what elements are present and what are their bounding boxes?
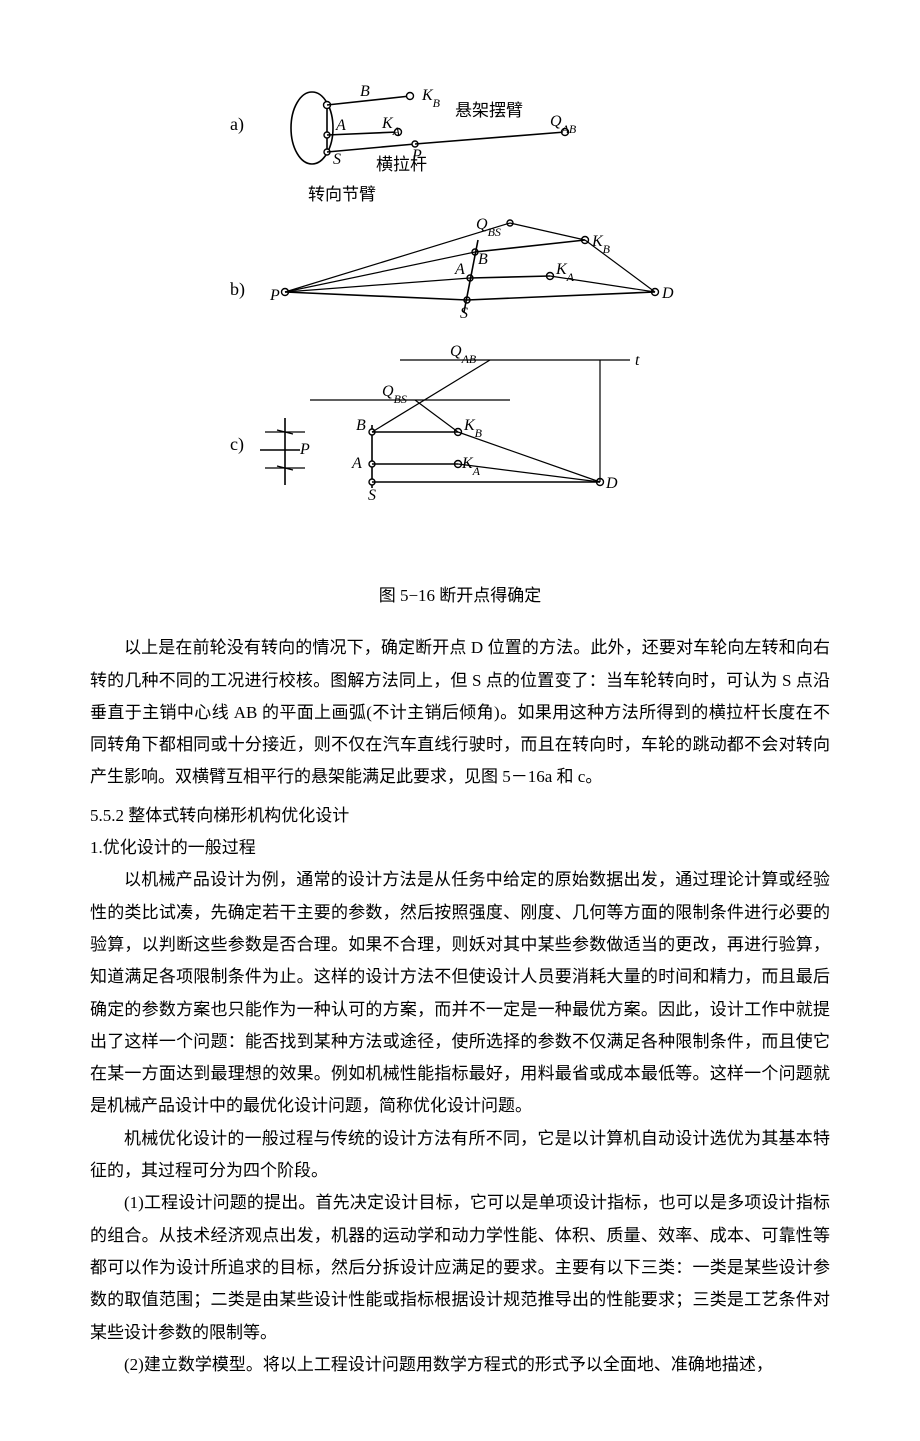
lbl-A-b: A <box>454 261 465 278</box>
ln-BKB-b <box>475 240 585 252</box>
lbl-QBS-c: QBS <box>382 383 407 406</box>
ln-PA-b <box>285 278 470 292</box>
lbl-knuckle: 转向节臂 <box>308 185 376 204</box>
heading-552: 5.5.2 整体式转向梯形机构优化设计 <box>90 800 830 832</box>
lbl-KA-a: KA <box>381 115 401 138</box>
lbl-B-c: B <box>356 417 366 434</box>
lbl-QAB-c: QAB <box>450 343 477 366</box>
figure-5-16: .ln { stroke:#000; stroke-width:1.6; fil… <box>90 60 830 612</box>
lbl-susp: 悬架摆臂 <box>455 101 523 120</box>
lbl-S-b: S <box>460 305 468 322</box>
lbl-KA-b: KA <box>555 261 575 284</box>
lbl-P-c: P <box>299 441 310 458</box>
lbl-KB-c: KB <box>463 417 483 440</box>
ln-PB-b <box>285 252 475 292</box>
label-b: b) <box>230 279 245 300</box>
lbl-S-c: S <box>368 487 376 504</box>
lbl-D-b: D <box>661 285 674 302</box>
figure-caption: 图 5−16 断开点得确定 <box>90 580 830 612</box>
paragraph-5: (2)建立数学模型。将以上工程设计问题用数学方程式的形式予以全面地、准确地描述， <box>90 1349 830 1381</box>
lbl-A-c: A <box>351 455 362 472</box>
lbl-tierod: 横拉杆 <box>376 155 427 174</box>
lbl-KB-b: KB <box>591 233 611 256</box>
pt-KB-a <box>407 93 414 100</box>
paragraph-3: 机械优化设计的一般过程与传统的设计方法有所不同，它是以计算机自动设计选优为其基本… <box>90 1123 830 1188</box>
ln-PQBS-b <box>285 223 510 292</box>
paragraph-1: 以上是在前轮没有转向的情况下，确定断开点 D 位置的方法。此外，还要对车轮向左转… <box>90 632 830 793</box>
label-c: c) <box>230 434 244 455</box>
heading-1: 1.优化设计的一般过程 <box>90 832 830 864</box>
lbl-t-c: t <box>635 352 640 369</box>
lbl-QBS-b: QBS <box>476 216 501 239</box>
paragraph-2: 以机械产品设计为例，通常的设计方法是从任务中给定的原始数据出发，通过理论计算或经… <box>90 864 830 1122</box>
ln-KBup-c <box>415 400 458 432</box>
lbl-D-c: D <box>605 475 618 492</box>
paragraph-4: (1)工程设计问题的提出。首先决定设计目标，它可以是单项设计指标，也可以是多项设… <box>90 1187 830 1348</box>
lbl-KB-a: KB <box>421 87 441 110</box>
kingpin-b <box>464 240 478 312</box>
lbl-KA-c: KA <box>461 455 481 478</box>
lbl-B-b: B <box>478 251 488 268</box>
lbl-B-a: B <box>360 83 370 100</box>
ln-AKA-b <box>470 276 550 278</box>
lbl-P-b: P <box>269 287 280 304</box>
lbl-A-a: A <box>335 117 346 134</box>
label-a: a) <box>230 114 244 135</box>
tierod-pq-a <box>415 132 565 144</box>
ln-SD-b <box>467 292 655 300</box>
figure-svg: .ln { stroke:#000; stroke-width:1.6; fil… <box>200 60 720 570</box>
ln-PS-b <box>285 292 467 300</box>
ln-QBSKB-b <box>510 223 585 240</box>
lbl-S-a: S <box>333 151 341 168</box>
